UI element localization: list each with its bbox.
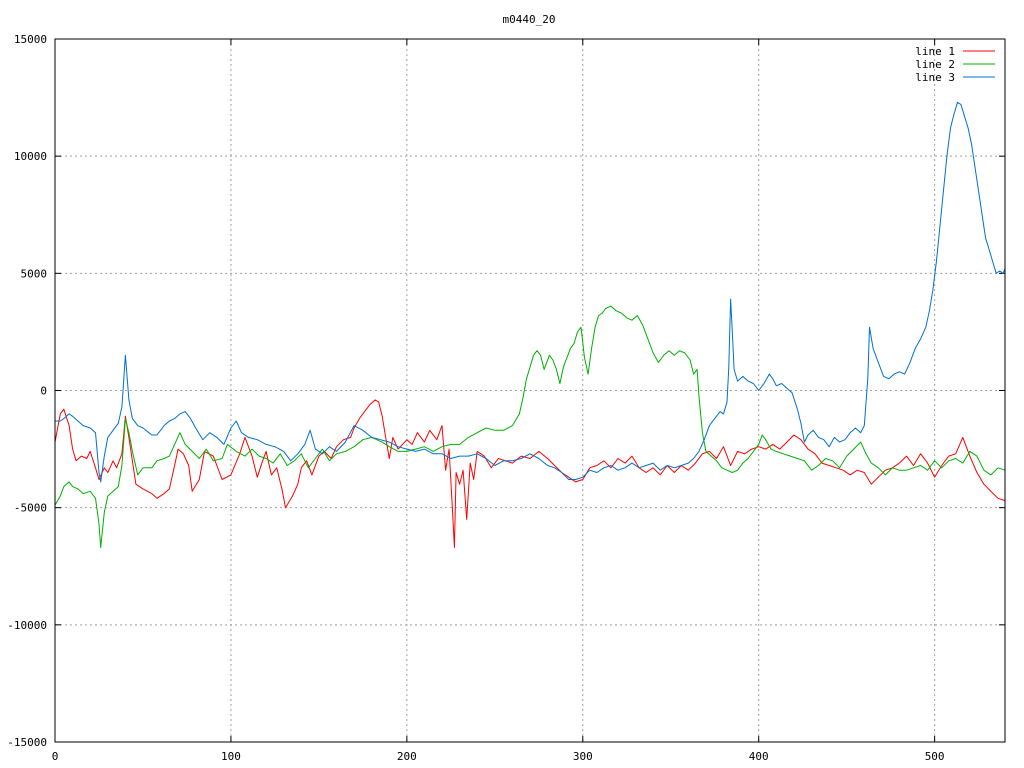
x-tick-label: 100 bbox=[221, 750, 241, 763]
y-tick-label: -15000 bbox=[7, 736, 47, 749]
x-tick-label: 400 bbox=[749, 750, 769, 763]
y-tick-label: 0 bbox=[40, 385, 47, 398]
y-tick-label: 5000 bbox=[21, 267, 48, 280]
legend-label: line 2 bbox=[915, 58, 955, 71]
x-tick-label: 0 bbox=[52, 750, 59, 763]
legend-label: line 1 bbox=[915, 45, 955, 58]
axis-ticks: -15000 -10000 -5000 0 5000 10000 15000 0 100 200 3… bbox=[7, 33, 1005, 763]
y-tick-label: -10000 bbox=[7, 619, 47, 632]
grid-lines bbox=[55, 39, 1005, 742]
x-tick-label: 500 bbox=[925, 750, 945, 763]
y-tick-label: 10000 bbox=[14, 150, 47, 163]
x-tick-label: 200 bbox=[397, 750, 417, 763]
chart-title: m0440_20 bbox=[503, 13, 556, 26]
legend-label: line 3 bbox=[915, 71, 955, 84]
series-line-2 bbox=[54, 305, 1006, 548]
plot-area-frame bbox=[54, 38, 1006, 743]
x-tick-label: 300 bbox=[573, 750, 593, 763]
y-tick-label: -5000 bbox=[14, 502, 47, 515]
y-tick-label: 15000 bbox=[14, 33, 47, 46]
series-line-3 bbox=[55, 101, 1006, 483]
series-line-1 bbox=[54, 399, 1006, 548]
series-lines bbox=[54, 101, 1006, 548]
